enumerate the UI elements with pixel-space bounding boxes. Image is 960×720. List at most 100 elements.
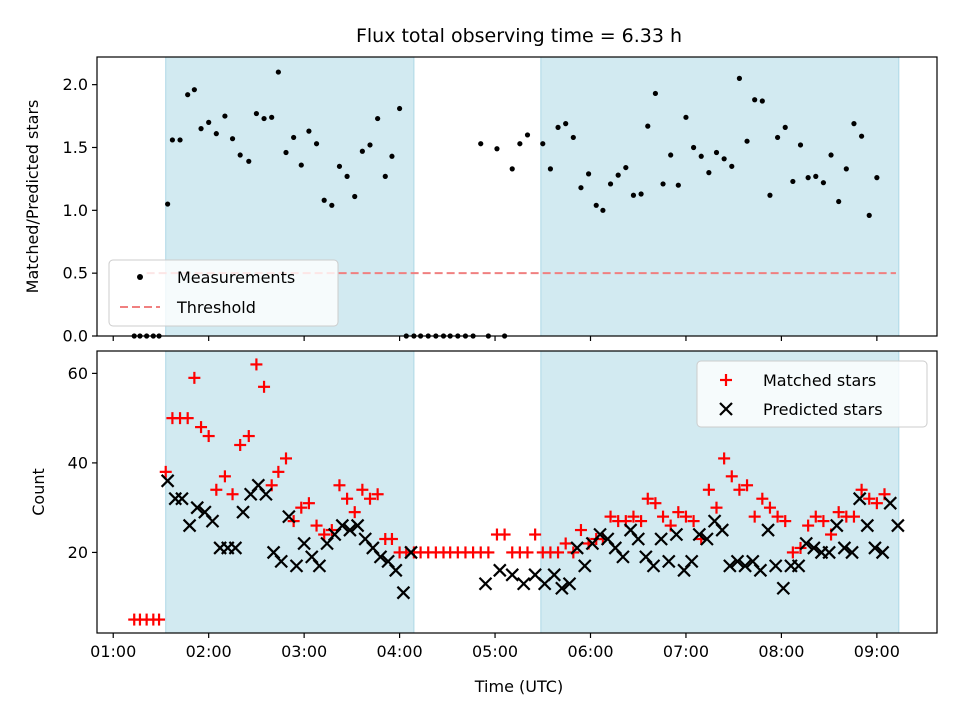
matched-star-point <box>870 497 883 510</box>
measurement-point <box>713 149 720 156</box>
predicted-star-point <box>761 523 775 537</box>
measurement-point <box>382 173 388 179</box>
measurement-point <box>165 201 171 207</box>
predicted-star-point <box>335 518 350 533</box>
predicted-star-point <box>837 541 852 555</box>
y-tick-label: 40 <box>68 453 88 472</box>
y-tick-label: 1.0 <box>63 201 88 220</box>
measurement-point <box>389 153 395 159</box>
measurement-point <box>615 172 621 178</box>
y-tick-label: 60 <box>68 364 88 383</box>
measurement-point <box>660 181 666 187</box>
predicted-star-point <box>669 527 684 542</box>
matched-star-point <box>310 519 323 532</box>
matched-star-point <box>672 506 685 519</box>
measurement-point <box>198 126 204 132</box>
measurement-point <box>222 113 228 119</box>
measurement-point <box>874 175 880 181</box>
measurement-point <box>813 173 819 179</box>
ratio-panel-shaded-intervals <box>165 56 900 337</box>
measurement-point <box>638 191 644 197</box>
measurement-point <box>298 162 304 168</box>
measurement-point <box>630 192 637 198</box>
matched-star-point <box>341 492 354 505</box>
measurement-point <box>396 105 403 112</box>
predicted-star-point <box>799 536 814 551</box>
predicted-star-point <box>875 545 890 560</box>
matched-star-point <box>649 497 662 510</box>
measurements-legend-marker <box>137 274 143 280</box>
predicted-star-point <box>593 527 607 542</box>
matched-star-point <box>771 510 784 523</box>
shaded-interval-1 <box>165 350 415 634</box>
measurement-point <box>509 166 515 172</box>
y-tick-label: 0.5 <box>63 264 88 283</box>
matched-star-point <box>802 519 815 532</box>
matched-star-point <box>786 546 799 559</box>
measurement-point <box>585 171 592 177</box>
measurement-point <box>555 124 561 130</box>
matched-star-point <box>809 510 822 523</box>
measurement-point <box>185 92 191 98</box>
matched-star-point <box>258 380 271 393</box>
measurement-point <box>706 170 712 176</box>
matched-star-point <box>718 452 731 465</box>
measurement-point <box>246 158 252 164</box>
predicted-stars-legend-label: Predicted stars <box>763 400 883 419</box>
measurement-point <box>253 110 260 117</box>
matched-star-point <box>679 510 692 523</box>
predicted-star-point <box>860 518 875 533</box>
matched-star-point <box>552 546 565 559</box>
matched-star-point <box>748 510 761 523</box>
matched-star-point <box>195 421 208 434</box>
x-tick-label: 02:00 <box>186 642 232 661</box>
measurement-point <box>729 163 735 169</box>
measurement-point <box>843 166 849 172</box>
measurement-point <box>797 142 804 148</box>
measurement-point <box>336 163 343 169</box>
measurement-point <box>313 141 320 147</box>
predicted-star-point <box>562 576 577 591</box>
matched-star-point <box>574 524 587 537</box>
measurement-point <box>275 69 281 75</box>
count-panel-frame <box>96 350 938 634</box>
count-x-axis-ticks: 01:00 02:00 03:00 04:00 05:00 06:00 07:00 08:00… <box>90 633 900 661</box>
predicted-star-point <box>730 554 745 569</box>
matched-star-point <box>333 479 346 492</box>
measurement-point <box>652 90 659 97</box>
matched-star-point <box>242 430 255 443</box>
measurement-point <box>367 142 373 148</box>
predicted-star-point <box>289 559 304 573</box>
predicted-star-point <box>228 541 243 555</box>
matched-star-point <box>529 528 542 541</box>
measurement-point <box>169 137 176 143</box>
matched-star-point <box>356 483 369 496</box>
measurement-point <box>291 134 297 141</box>
ratio-legend: Measurements Threshold <box>108 259 339 327</box>
ratio-panel-frame <box>96 56 938 337</box>
measurement-point <box>494 146 500 152</box>
predicted-star-point <box>205 514 220 528</box>
matched-star-point <box>641 492 654 505</box>
measurement-point <box>866 212 872 218</box>
matched-star-point <box>226 488 239 501</box>
predicted-star-point <box>570 541 584 555</box>
predicted-star-point <box>182 518 197 533</box>
matched-star-point <box>855 483 868 496</box>
matched-star-point <box>210 483 223 496</box>
ratio-x-axis-ticks <box>112 336 878 341</box>
measurement-point <box>774 134 781 141</box>
count-panel: 20 40 60 01:00 02:00 03:00 04:00 05:00 06:00 07:… <box>29 350 938 696</box>
measurement-point <box>767 192 773 198</box>
predicted-star-point <box>852 491 867 506</box>
matched-star-point <box>779 515 792 528</box>
matched-star-point <box>325 524 338 537</box>
predicted-star-point <box>738 559 752 573</box>
measurement-point <box>517 141 523 147</box>
predicted-star-point <box>259 487 273 502</box>
ratio-y-axis-label: Matched/Predicted stars <box>23 100 42 294</box>
x-axis-label: Time (UTC) <box>474 677 563 696</box>
x-tick-label: 05:00 <box>472 642 518 661</box>
predicted-star-point <box>646 559 661 573</box>
count-legend: Matched stars Predicted stars <box>696 360 928 428</box>
